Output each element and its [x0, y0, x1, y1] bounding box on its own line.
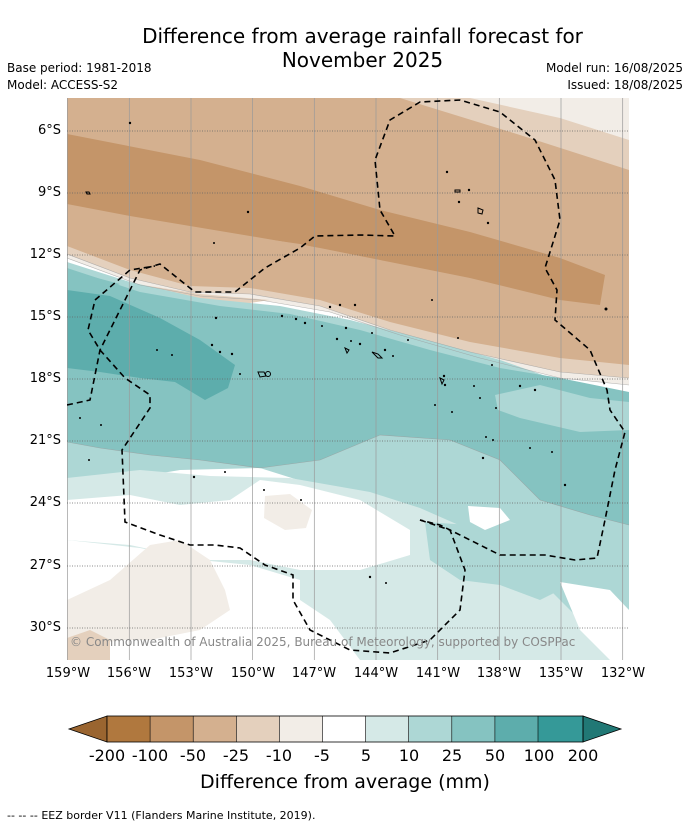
model-info: Base period: 1981-2018 Model: ACCESS-S2	[7, 60, 152, 94]
colorbar-bin-100	[538, 716, 583, 742]
colorbar-bin-minus-50	[193, 716, 237, 742]
colorbar-extend-low	[67, 715, 108, 743]
eez-legend-symbol: -- -- --	[7, 809, 38, 822]
colorbar-outline	[106, 715, 584, 743]
issued-date: Issued: 18/08/2025	[567, 78, 683, 92]
lat-label-24s: 24°S	[29, 495, 61, 510]
title-line-2: November 2025	[281, 48, 444, 72]
eez-border-cook-islands	[67, 99, 626, 561]
run-info: Model run: 16/08/2025 Issued: 18/08/2025	[546, 60, 683, 94]
eez-border-austral	[87, 265, 466, 654]
colorbar-tick-minus-5: -5	[314, 746, 330, 765]
lon-label-132w: 132°W	[600, 666, 646, 681]
model-name: Model: ACCESS-S2	[7, 78, 119, 92]
eez-legend-text: EEZ border V11 (Flanders Marine Institut…	[41, 809, 316, 822]
contour-fill-10-southeast	[425, 522, 560, 600]
lon-label-144w: 144°W	[353, 666, 399, 681]
colorbar-bin-minus-5	[322, 716, 366, 742]
lat-label-21s: 21°S	[29, 433, 61, 448]
contour-fill-minus-25-inner	[67, 206, 350, 262]
lon-label-153w: 153°W	[168, 666, 214, 681]
colorbar-bin-minus-10	[279, 716, 323, 742]
colorbar-tick-minus-100: -100	[131, 746, 169, 765]
colorbar-tick-50: 50	[484, 746, 506, 765]
lat-label-12s: 12°S	[29, 247, 61, 262]
lat-label-27s: 27°S	[29, 558, 61, 573]
contour-fill-white-southeast	[560, 582, 629, 660]
colorbar-bin-minus-100	[150, 716, 194, 742]
lon-label-147w: 147°W	[291, 666, 337, 681]
chart-title: Difference from average rainfall forecas…	[60, 24, 665, 72]
model-run-date: Model run: 16/08/2025	[545, 61, 683, 75]
contour-fill-25-north	[67, 270, 120, 292]
contour-fill-10-patch-east	[495, 385, 629, 432]
lon-label-138w: 138°W	[476, 666, 522, 681]
colorbar-tick-minus-50: -50	[179, 746, 207, 765]
map-frame: © Commonwealth of Australia 2025, Bureau…	[67, 98, 629, 660]
contour-fill-minus-10-sw	[67, 630, 110, 660]
contour-fill-minus-50	[67, 134, 605, 305]
island-dots	[79, 121, 608, 584]
lon-label-135w: 135°W	[538, 666, 584, 681]
colorbar-tick-minus-25: -25	[222, 746, 250, 765]
colorbar-tick-minus-200: -200	[88, 746, 126, 765]
eez-borders	[67, 99, 626, 654]
island-outlines	[85, 189, 484, 386]
colorbar-tick-200: 200	[567, 746, 599, 765]
contour-fill-minus-5-sw	[67, 540, 230, 650]
colorbar-bin-minus-200	[107, 716, 151, 742]
lat-label-18s: 18°S	[29, 371, 61, 386]
contour-fill-50	[67, 290, 235, 400]
colorbar-tick-100: 100	[523, 746, 555, 765]
grid-parallels	[67, 130, 629, 629]
colorbar-bin-minus-25	[236, 716, 280, 742]
contour-fill-minus-10-patch	[67, 268, 270, 306]
base-period: Base period: 1981-2018	[7, 61, 152, 75]
lon-label-141w: 141°W	[415, 666, 461, 681]
lat-label-9s: 9°S	[37, 185, 61, 200]
colorbar-bin-5	[365, 716, 409, 742]
lat-label-30s: 30°S	[29, 620, 61, 635]
colorbar-tick-minus-10: -10	[265, 746, 293, 765]
lat-label-15s: 15°S	[29, 309, 61, 324]
colorbar-bin-50	[494, 716, 538, 742]
lat-label-6s: 6°S	[37, 123, 61, 138]
title-line-1: Difference from average rainfall forecas…	[142, 24, 583, 48]
colorbar-tick-25: 25	[441, 746, 463, 765]
colorbar-tick-10: 10	[398, 746, 420, 765]
copyright-notice: © Commonwealth of Australia 2025, Bureau…	[70, 635, 575, 649]
lon-label-150w: 150°W	[230, 666, 276, 681]
colorbar-bin-10	[408, 716, 452, 742]
colorbar-bin-25	[451, 716, 495, 742]
colorbar-dividers	[149, 716, 539, 742]
lon-label-156w: 156°W	[106, 666, 152, 681]
colorbar	[67, 715, 623, 743]
contour-lines	[67, 253, 629, 526]
contour-fill-10-patch-center	[376, 448, 406, 477]
eez-legend: -- -- -- EEZ border V11 (Flanders Marine…	[7, 809, 315, 822]
lon-label-159w: 159°W	[45, 666, 91, 681]
colorbar-extend-high	[582, 715, 623, 743]
colorbar-tick-5: 5	[360, 746, 372, 765]
colorbar-title: Difference from average (mm)	[200, 771, 490, 793]
